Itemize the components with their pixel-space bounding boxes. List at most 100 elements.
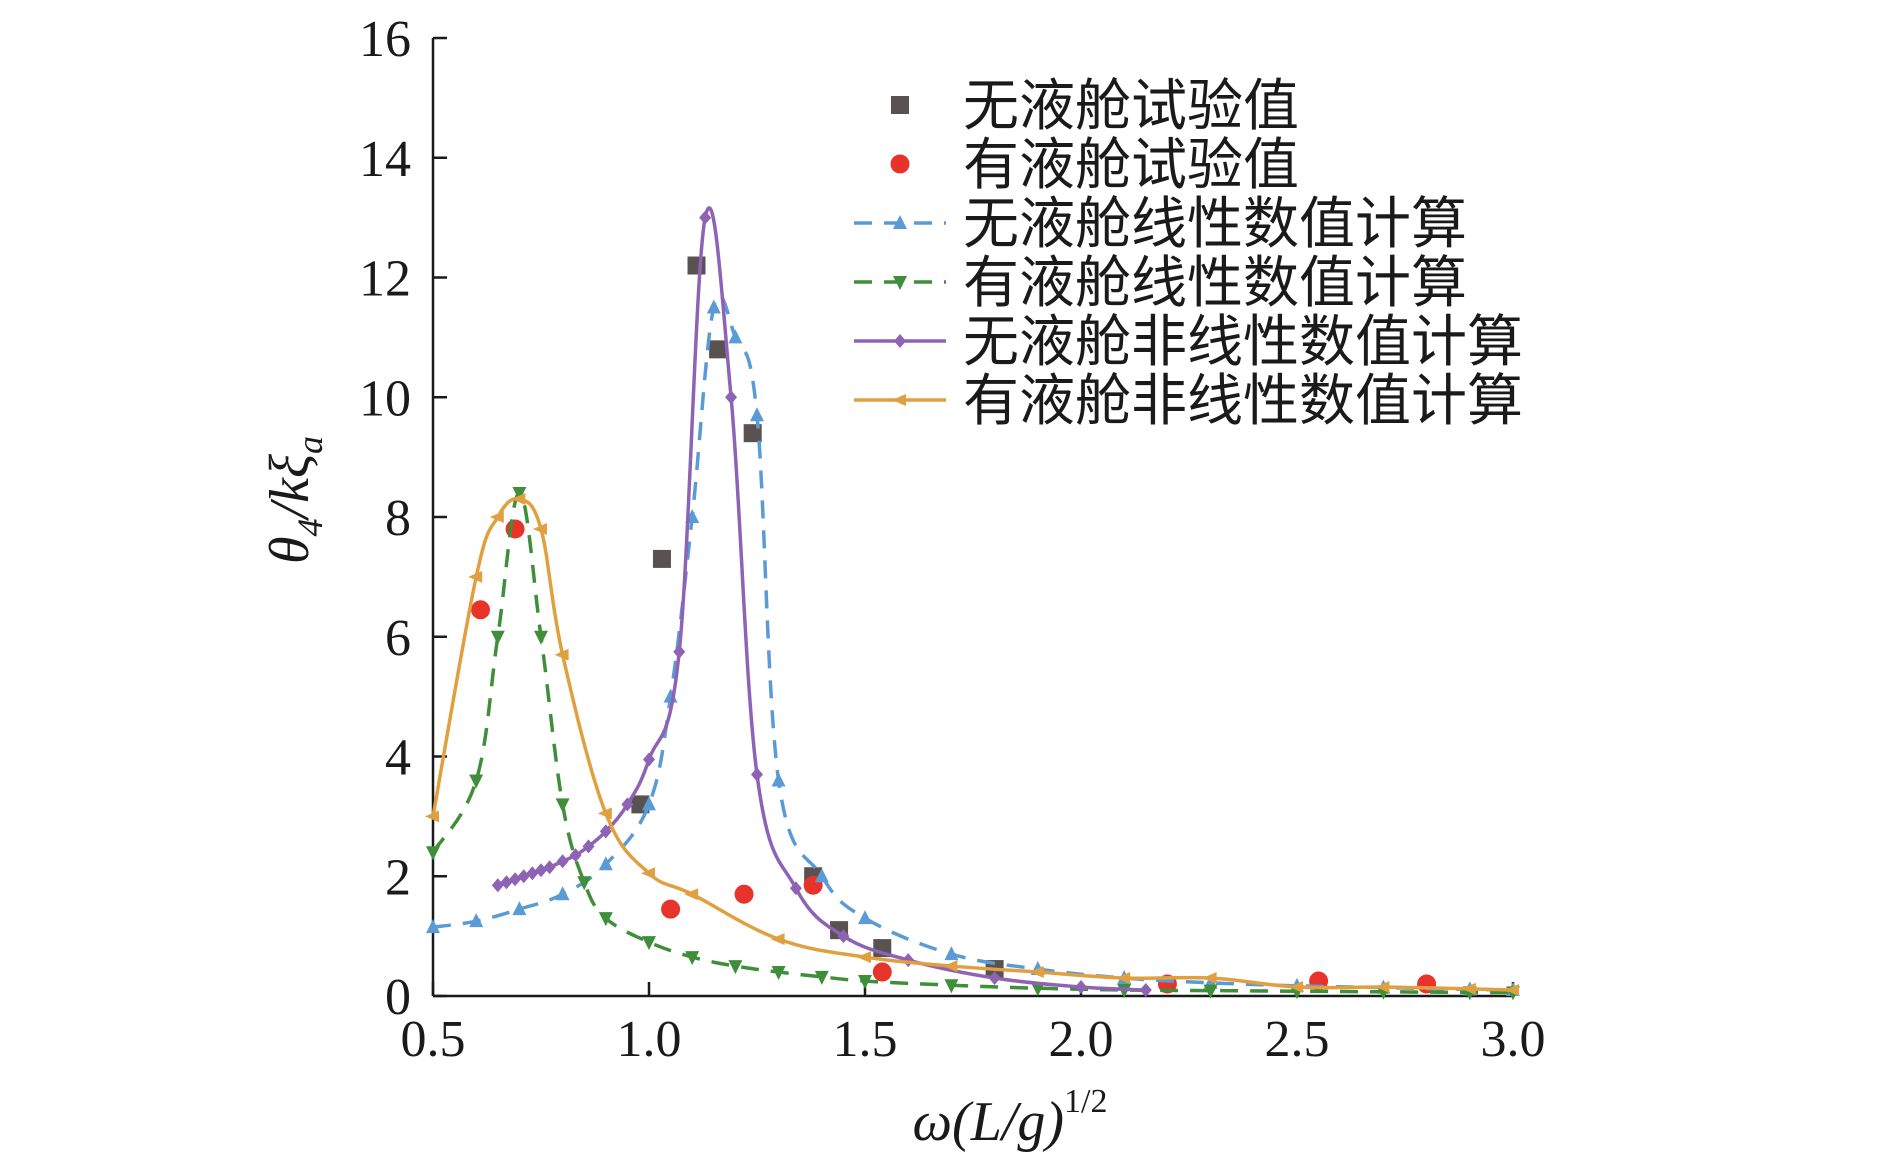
x-tick-label: 0.5 [401,1011,466,1068]
series-1 [631,256,1004,979]
series-4 [426,487,1520,1001]
series-point [490,630,505,645]
y-tick-label: 14 [359,131,411,188]
series-point [425,810,439,823]
series-point [1505,984,1519,997]
series-point [988,971,1001,986]
x-tick-label: 2.5 [1265,1011,1330,1068]
x-tick-label: 2.0 [1049,1011,1114,1068]
series-point [943,960,958,973]
series-point [597,807,612,820]
series-point [469,913,484,928]
legend-label: 有液舱试验值 [963,133,1299,198]
legend-label: 无液舱试验值 [963,74,1299,139]
x-tick-label: 1.0 [617,1011,682,1068]
series-point [556,854,569,869]
series-point [535,863,547,878]
series-point [643,752,655,767]
series-point [725,390,738,405]
series-point [1030,982,1045,997]
series-point [858,975,872,990]
series-point [1375,981,1390,994]
legend-label: 无液舱线性数值计算 [963,192,1467,257]
series-point [789,881,802,896]
legend-marker [894,334,906,348]
legend: 无液舱试验值有液舱试验值无液舱线性数值计算有液舱线性数值计算无液舱非线性数值计算… [854,74,1523,434]
y-tick-label: 12 [359,251,411,308]
series-point [598,912,613,927]
series-point [489,511,504,523]
series-point [1075,980,1087,995]
series-line [432,294,1514,992]
series-point [1461,982,1476,995]
series-point [1202,972,1217,985]
data-point [709,340,728,359]
series-point [944,979,959,994]
series-point [684,888,699,901]
series-point [468,570,483,583]
series-point [641,867,655,880]
legend-item: 无液舱非线性数值计算 [854,310,1523,375]
series-point [837,929,850,944]
legend-marker [891,96,909,114]
x-tick-label: 1.5 [833,1011,898,1068]
legend-item: 有液舱线性数值计算 [854,251,1467,316]
series-point [1203,984,1218,999]
series-point [491,878,504,893]
legend-label: 无液舱非线性数值计算 [963,310,1523,375]
series-point [673,644,686,659]
series-point [1116,972,1131,985]
series-point [944,946,959,961]
series-point [1139,983,1152,998]
plot-area [425,206,1520,1001]
data-point [743,424,762,443]
series-5 [491,206,1152,998]
legend-marker [893,276,907,290]
series-point [533,522,547,535]
series-point [771,966,786,981]
y-tick-label: 10 [359,370,411,427]
series-point [554,648,569,661]
series-point [469,774,484,789]
data-point [661,899,681,919]
x-axis-title: ω(L/g)1/2 [913,1083,1108,1153]
series-point [728,960,743,975]
series-point [555,798,570,813]
series-point [685,951,700,966]
series-point [534,630,548,645]
series-point [517,869,530,884]
legend-item: 有液舱试验值 [890,133,1299,198]
legend-label: 有液舱线性数值计算 [963,251,1467,316]
y-tick-label: 8 [385,490,411,547]
data-point [687,256,706,275]
series-point [814,970,829,985]
series-point [1029,966,1044,979]
legend-item: 无液舱线性数值计算 [854,192,1467,257]
series-point [750,407,764,422]
legend-item: 无液舱试验值 [891,74,1299,139]
series-6 [425,493,1519,997]
series-point [543,860,556,875]
series-point [599,824,612,839]
ticks: 0 2 4 6 8 10 12 14 16 0.5 1.0 1.5 2.0 2.5 3.0 [359,11,1546,1068]
legend-label: 有液舱非线性数值计算 [963,369,1523,434]
series-point [509,872,522,887]
series-point [621,797,634,812]
series-point [511,493,526,506]
series-point [512,487,527,502]
legend-item: 有液舱非线性数值计算 [854,369,1523,434]
series-point [858,910,872,925]
y-tick-label: 6 [385,610,411,667]
series-point [598,856,613,871]
y-tick-label: 2 [385,849,411,906]
series-point [857,951,871,964]
series-point [512,901,527,916]
series-point [642,936,656,951]
series-point [728,329,743,344]
series-point [426,919,440,934]
series-point [814,868,829,883]
x-tick-label: 3.0 [1481,1011,1546,1068]
y-tick-label: 16 [359,11,411,68]
data-point [872,962,892,982]
